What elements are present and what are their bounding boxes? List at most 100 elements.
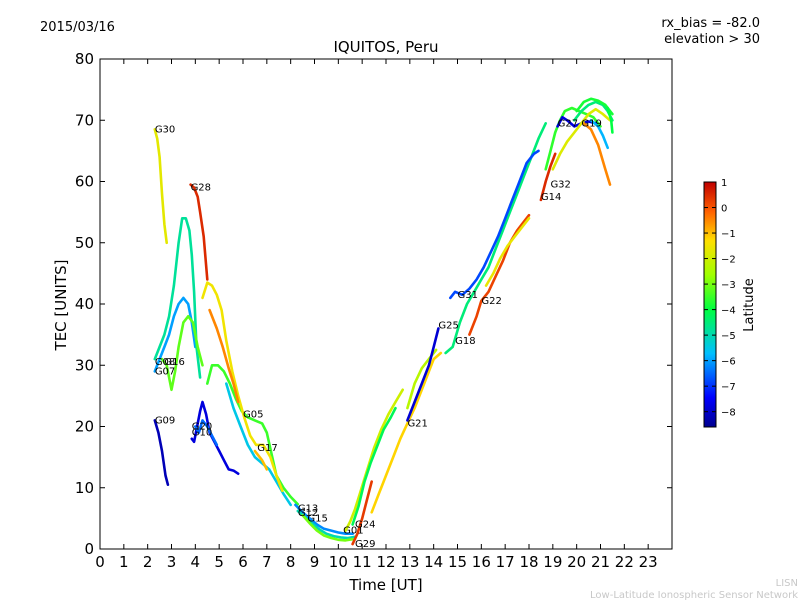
- series-G31: [448, 149, 540, 300]
- x-tick-label: 21: [591, 553, 610, 571]
- series-G32b: [606, 106, 614, 134]
- satellite-label-G27: G27: [558, 118, 578, 129]
- x-tick-label: 22: [615, 553, 634, 571]
- satellite-label-G19: G19: [581, 118, 601, 129]
- y-tick-label: 40: [75, 295, 94, 313]
- colorbar-tick-label: 0: [721, 204, 727, 215]
- colorbar-tick-label: −4: [721, 306, 736, 317]
- colorbar-tick-label: −8: [721, 408, 736, 419]
- series-G19b: [575, 97, 614, 116]
- satellite-label-G18: G18: [455, 336, 475, 347]
- x-tick-label: 23: [639, 553, 658, 571]
- series-G29: [351, 480, 374, 546]
- satellite-label-G21: G21: [407, 418, 427, 429]
- y-tick-label: 0: [84, 540, 94, 558]
- x-tick-label: 1: [119, 553, 129, 571]
- colorbar-tick-label: 1: [721, 178, 727, 189]
- satellite-label-G08: G08: [155, 357, 175, 368]
- series-G17c: [253, 449, 269, 471]
- satellite-label-G29: G29: [355, 539, 375, 550]
- satellite-label-G01: G01: [343, 526, 363, 537]
- satellite-label-G07: G07: [155, 366, 175, 377]
- colorbar-label: Latitude: [742, 278, 757, 332]
- series-G26: [589, 119, 610, 150]
- x-tick-label: 6: [238, 553, 248, 571]
- colorbar-tick-label: −3: [721, 280, 736, 291]
- x-tick-label: 13: [400, 553, 419, 571]
- series-G30: [153, 128, 168, 245]
- x-tick-label: 14: [424, 553, 443, 571]
- y-tick-label: 20: [75, 418, 94, 436]
- x-tick-label: 8: [286, 553, 296, 571]
- series-G07: [153, 296, 197, 373]
- series-G13: [294, 503, 354, 536]
- series-layer: [153, 97, 614, 546]
- series-G24: [351, 406, 397, 526]
- x-tick-label: 15: [448, 553, 467, 571]
- y-tick-label: 50: [75, 234, 94, 252]
- y-tick-label: 70: [75, 111, 94, 129]
- x-tick-label: 10: [329, 553, 348, 571]
- y-tick-label: 60: [75, 173, 94, 191]
- x-tick-label: 16: [472, 553, 491, 571]
- series-G32: [544, 106, 602, 171]
- series-G19d: [551, 107, 612, 171]
- colorbar: 1 0 −1 −2 −3 −4 −5 −6 −7 −8 Latitude: [703, 178, 757, 428]
- series-G09: [153, 419, 170, 487]
- satellite-label-G25: G25: [438, 320, 458, 331]
- satellite-label-G22: G22: [481, 296, 501, 307]
- axes: 0 1 2 3 4 5 6 7 8 9 10 11 12 13 14 15 16 17 18 19 20 21 22 2301…: [75, 50, 673, 571]
- x-tick-label: 20: [567, 553, 586, 571]
- series-G15: [301, 513, 354, 542]
- colorbar-ticks: 1 0 −1 −2 −3 −4 −5 −6 −7 −8: [704, 178, 736, 419]
- x-tick-label: 7: [262, 553, 272, 571]
- x-tick-label: 9: [310, 553, 320, 571]
- series-G28: [189, 183, 209, 281]
- satellite-label-G32: G32: [550, 180, 570, 191]
- satellite-label-G16: G16: [164, 357, 184, 368]
- rx-bias-label: rx_bias = -82.0: [661, 16, 760, 31]
- series-G17: [201, 281, 284, 493]
- satellite-label-G05: G05: [243, 409, 263, 420]
- satellite-label-G28: G28: [191, 183, 211, 194]
- x-tick-label: 0: [95, 553, 105, 571]
- elevation-label: elevation > 30: [664, 32, 760, 47]
- x-tick-label: 5: [214, 553, 224, 571]
- x-tick-label: 18: [519, 553, 538, 571]
- x-tick-label: 3: [167, 553, 177, 571]
- x-tick-label: 2: [143, 553, 153, 571]
- colorbar-gradient: [703, 181, 717, 428]
- satellite-label-G10: G10: [192, 428, 212, 439]
- series-G18: [444, 122, 548, 355]
- satellite-label-G30: G30: [155, 124, 175, 135]
- series-G27: [556, 115, 598, 128]
- satellite-label-G31: G31: [458, 290, 478, 301]
- series-G16: [160, 314, 204, 392]
- satellite-label-G14: G14: [541, 192, 561, 203]
- date-label: 2015/03/16: [40, 20, 115, 35]
- x-tick-label: 17: [496, 553, 515, 571]
- network-label: Low-Latitude Ionospheric Sensor Network: [590, 590, 798, 600]
- series-G22: [468, 213, 531, 336]
- satellite-label-G15: G15: [307, 513, 327, 524]
- satellite-label-G12: G12: [298, 508, 318, 519]
- x-axis-label: Time [UT]: [348, 576, 422, 594]
- series-G17b: [208, 308, 240, 404]
- series-G20: [194, 419, 219, 447]
- x-tick-label: 11: [353, 553, 372, 571]
- colorbar-tick-label: −5: [721, 331, 736, 342]
- y-tick-label: 80: [75, 50, 94, 68]
- satellite-label-G17: G17: [257, 443, 277, 454]
- x-tick-label: 19: [543, 553, 562, 571]
- x-tick-label: 4: [191, 553, 201, 571]
- satellite-label-G20: G20: [192, 422, 212, 433]
- satellite-label-G24: G24: [355, 520, 375, 531]
- series-G08: [153, 217, 202, 379]
- series-G21: [370, 351, 443, 514]
- y-tick-label: 10: [75, 479, 94, 497]
- series-G19c: [582, 122, 612, 186]
- series-G14: [539, 152, 557, 202]
- colorbar-tick-label: −2: [721, 255, 736, 266]
